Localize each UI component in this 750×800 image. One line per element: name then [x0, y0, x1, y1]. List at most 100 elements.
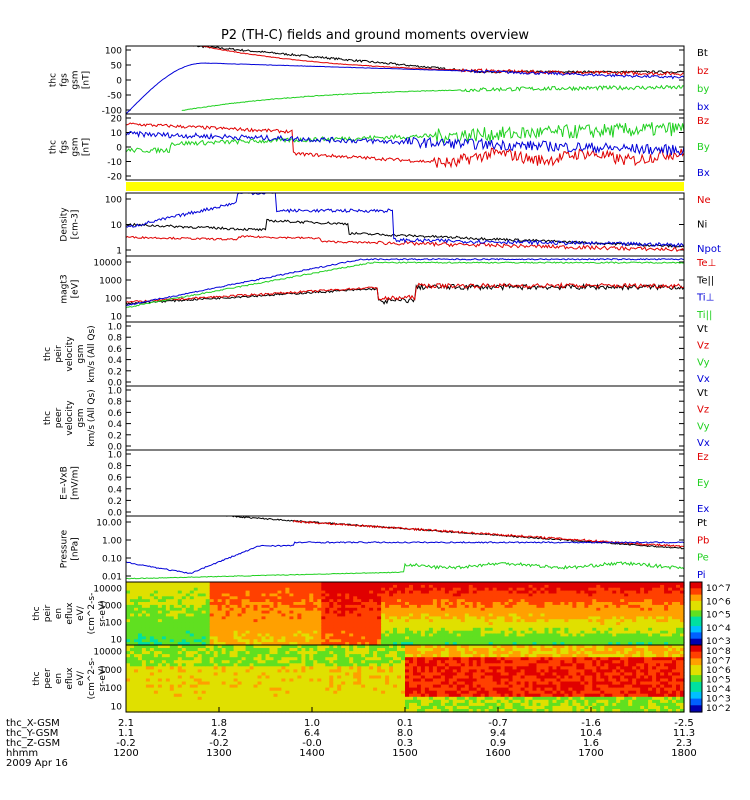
legend-Ti||: Ti||	[696, 310, 712, 321]
panel-frame	[125, 385, 685, 451]
y-tick-label: 0.10	[102, 555, 122, 565]
x-tick-label: 0.3	[397, 738, 413, 749]
series-bz	[192, 45, 685, 77]
panel-p8: Pressure [nPa] 10.00 1.00 0.10 0.01 Pt Pb Pe Pi	[60, 515, 709, 583]
panel-p10: thc peer en eflux eV/(cm^2-s-sr-eV) 10000 1000…	[32, 644, 731, 714]
y-axis-label: thc	[43, 411, 53, 425]
panel-frame	[125, 321, 685, 387]
x-tick-label: 1.0	[304, 718, 320, 729]
y-tick-label: 0.6	[108, 409, 123, 419]
x-tick-label: 1200	[113, 748, 138, 759]
y-tick-label: 0.0	[108, 509, 123, 519]
x-tick-label: 1700	[578, 748, 603, 759]
y-axis-label: eflux	[65, 602, 75, 625]
x-tick-label: 1500	[392, 748, 417, 759]
y-tick-label: 1.0	[108, 451, 123, 461]
y-tick-label: 0.6	[108, 345, 123, 355]
y-tick-label: 0.01	[102, 573, 122, 583]
y-axis-label: [cm-3]	[71, 210, 81, 240]
x-tick-label: -0.7	[488, 718, 508, 729]
y-tick-label: -20	[107, 173, 122, 183]
x-tick-label: 2.3	[676, 738, 692, 749]
y-tick-label: 10	[111, 703, 123, 713]
series-Bx	[125, 130, 685, 156]
legend-Bx: Bx	[697, 168, 710, 179]
y-tick-label: 1000	[99, 602, 122, 612]
y-axis-label: [nPa]	[71, 537, 81, 560]
series-by	[181, 84, 685, 111]
y-axis-label: thc	[32, 671, 42, 685]
legend-Ex: Ex	[697, 504, 709, 515]
y-axis-label: [nT]	[82, 71, 92, 89]
panel-p2: thc fgs gsm [nT] 20 10 0 -10 -20 Bz By Bx	[49, 113, 710, 183]
legend-Bz: Bz	[697, 116, 709, 127]
y-tick-label: 100	[105, 47, 122, 57]
y-tick-label: 0.2	[108, 431, 122, 441]
legend-Npot: Npot	[697, 244, 721, 255]
legend-Vx: Vx	[697, 438, 710, 449]
x-tick-label: -0.2	[116, 738, 136, 749]
colorbar-label: 10^5	[706, 611, 731, 621]
y-tick-label: 1000	[99, 277, 122, 287]
series-bx	[125, 62, 685, 115]
y-tick-label: 0.4	[108, 420, 123, 430]
y-tick-label: 100	[105, 196, 122, 206]
legend-bz: bz	[697, 66, 709, 77]
y-tick-label: 1.00	[102, 537, 122, 547]
legend-Vy: Vy	[697, 421, 710, 432]
y-tick-label: 10	[111, 129, 123, 139]
x-tick-label: 1400	[299, 748, 324, 759]
y-tick-label: 10	[111, 313, 123, 323]
colorbar: 10^810^710^610^510^410^310^2	[689, 644, 731, 714]
y-axis-label: [mV/m]	[71, 466, 81, 500]
y-tick-label: 50	[111, 62, 123, 72]
x-tick-label: 1600	[485, 748, 510, 759]
colorbar-label: 10^4	[706, 685, 731, 695]
x-tick-label: -0.0	[302, 738, 322, 749]
x-tick-label: 6.4	[304, 728, 320, 739]
y-axis-label: eV/	[76, 605, 86, 621]
legend-Te||: Te||	[696, 275, 714, 286]
legend-Pe: Pe	[697, 553, 709, 564]
y-axis-label: magt3	[60, 274, 70, 303]
y-tick-label: 20	[111, 115, 123, 125]
y-tick-label: 10000	[93, 585, 122, 595]
series-Pe	[126, 561, 685, 580]
y-axis-label: E=-VxB	[60, 466, 70, 500]
y-tick-label: 10000	[93, 259, 122, 269]
series-Tepar	[125, 282, 685, 305]
y-tick-label: 1	[116, 247, 122, 257]
colorbar-frame	[689, 644, 703, 713]
x-tick-label: -2.5	[674, 718, 694, 729]
y-axis-label: (cm^2-s-	[87, 658, 97, 700]
x-tick-label: 8.0	[397, 728, 413, 739]
panel-frame	[125, 192, 685, 257]
y-axis-label: eV/	[76, 670, 86, 686]
colorbar: 10^7 10^6 10^5 10^4 10^3	[689, 581, 731, 647]
panel-p4: magt3 [eV] 10000 1000 100 10 Te⊥ Te|| Ti⊥ Ti||	[60, 255, 716, 323]
panel-frame	[125, 113, 685, 181]
y-tick-label: 0.0	[108, 443, 123, 453]
y-axis-label: fgs	[60, 73, 70, 87]
legend-Vz: Vz	[697, 405, 709, 416]
y-axis-label: sr-eV)	[98, 600, 108, 626]
legend-by: by	[697, 84, 709, 95]
y-axis-label: thc	[49, 73, 59, 87]
y-tick-label: 10000	[93, 648, 122, 658]
colorbar-label: 10^7	[706, 584, 731, 594]
y-tick-label: 1.0	[108, 387, 123, 397]
y-tick-label: -100	[102, 107, 123, 117]
legend-Ni: Ni	[697, 220, 707, 231]
y-axis-label: thc	[43, 347, 53, 361]
legend-Vt: Vt	[697, 324, 708, 335]
ephemeris-strip	[126, 182, 684, 191]
y-tick-label: 0.4	[108, 485, 123, 495]
x-tick-label: 0.1	[397, 718, 413, 729]
x-row-name: thc_Z-GSM	[6, 738, 60, 749]
y-axis-label: peir	[43, 604, 53, 622]
panel-p6: thc peer velocity gsm km/s (All Qs) 1.00.80.6…	[43, 385, 710, 453]
y-tick-label: 0.8	[108, 334, 123, 344]
colorbar-label: 10^3	[706, 637, 731, 647]
legend-Vy: Vy	[697, 357, 710, 368]
